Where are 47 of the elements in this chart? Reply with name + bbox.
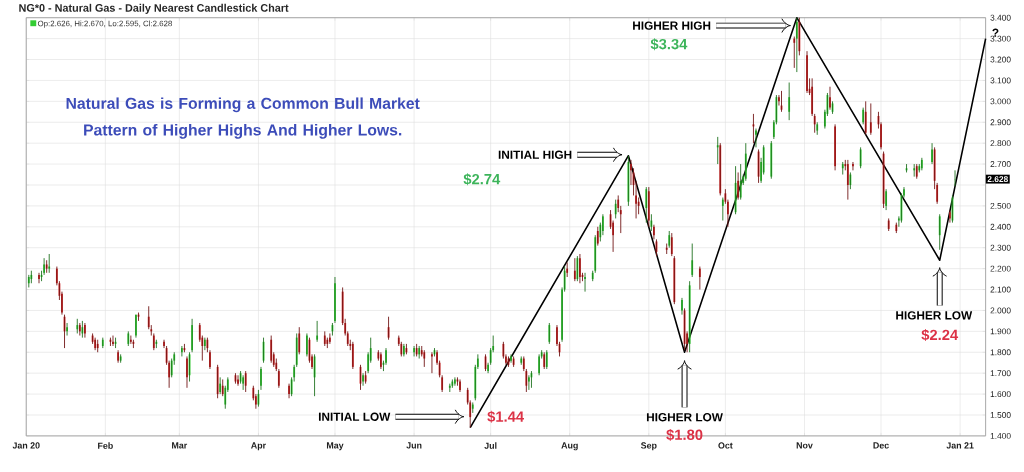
x-tick-label: Jul — [484, 442, 497, 449]
y-tick-label: 1.900 — [990, 328, 1011, 335]
annotation: $2.24 — [921, 328, 959, 341]
y-tick-label: 2.900 — [990, 119, 1011, 126]
y-tick-label: 1.500 — [990, 411, 1011, 418]
y-tick-label: 3.100 — [990, 77, 1011, 84]
annotation: INITIAL LOW — [318, 412, 391, 421]
x-tick-label: Dec — [873, 442, 889, 449]
x-tick-label: Aug — [561, 442, 578, 451]
annotation: HIGHER LOW — [646, 412, 723, 422]
annotation: HIGHER HIGH — [633, 21, 711, 30]
x-tick-label: Apr — [251, 442, 266, 451]
x-tick-label: Jun — [406, 442, 422, 449]
x-tick-label: Nov — [796, 442, 813, 449]
x-tick-label: Jan 20 — [12, 442, 40, 449]
y-tick-label: 2.000 — [990, 307, 1011, 314]
x-tick-label: Mar — [172, 442, 188, 449]
y-tick-label: 2.700 — [990, 160, 1011, 167]
x-tick-label: Jan 21 — [946, 442, 974, 449]
annotation: $3.34 — [650, 38, 688, 51]
annotation: $1.44 — [487, 410, 524, 423]
annotation: $2.74 — [463, 173, 501, 186]
y-tick-label: 1.400 — [990, 432, 1011, 439]
x-tick-label: Sep — [640, 442, 657, 451]
y-tick-label: 1.800 — [990, 349, 1011, 356]
y-tick-label: 3.300 — [990, 35, 1011, 42]
x-tick-label: May — [326, 442, 344, 451]
x-tick-label: Feb — [98, 442, 113, 449]
x-tick-label: Oct — [718, 442, 733, 449]
y-tick-label: 2.200 — [990, 265, 1011, 272]
y-tick-label: 3.000 — [990, 98, 1011, 105]
y-tick-label: 2.100 — [990, 286, 1011, 293]
y-tick-label: 3.200 — [990, 56, 1011, 63]
y-tick-label: 3.400 — [990, 14, 1011, 21]
y-tick-label: 1.700 — [990, 370, 1011, 376]
y-tick-label: 2.500 — [990, 202, 1011, 209]
annotation: 2.628 — [987, 176, 1008, 182]
y-tick-label: 2.300 — [990, 244, 1011, 251]
y-tick-label: 2.400 — [990, 223, 1011, 230]
text: ? — [992, 28, 999, 37]
annotation: Natural Gas is Forming a Common Bull Market Pattern of Higher Highs And Higher Lows. — [66, 97, 420, 139]
annotation: INITIAL HIGH — [498, 150, 572, 159]
chart-title: NG*0 - Natural Gas - Daily Nearest Candlestick Chart — [19, 3, 289, 14]
annotation: HIGHER LOW — [896, 311, 973, 320]
y-tick-label: 1.600 — [990, 390, 1011, 397]
y-tick-label: 2.800 — [990, 140, 1011, 146]
annotation: $1.80 — [666, 428, 703, 441]
